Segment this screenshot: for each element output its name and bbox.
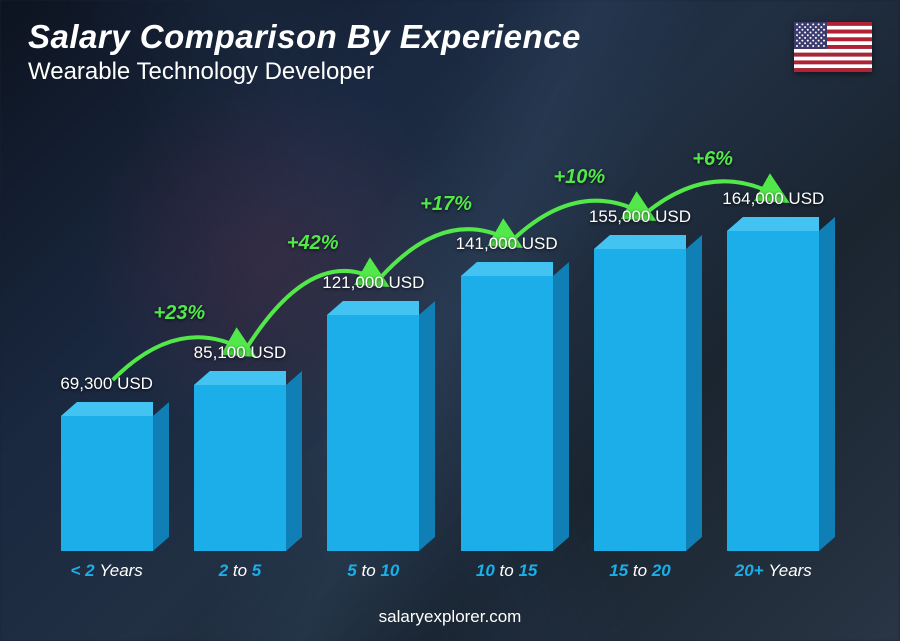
bar-side-face xyxy=(686,235,702,551)
bar-value-label: 164,000 USD xyxy=(722,189,824,209)
header: Salary Comparison By Experience Wearable… xyxy=(28,18,872,86)
bar-value-label: 85,100 USD xyxy=(194,343,287,363)
bar: 164,000 USD 20+ Years xyxy=(727,231,819,551)
bar-category-label: 10 to 15 xyxy=(476,561,537,581)
bar: 85,100 USD 2 to 5 xyxy=(194,385,286,551)
bar-top-face xyxy=(461,262,553,290)
bar: 155,000 USD 15 to 20 xyxy=(594,249,686,551)
page-title: Salary Comparison By Experience xyxy=(28,18,581,56)
bar-chart: +23%+42%+17%+10%+6% 69,300 USD < 2 Years xyxy=(40,120,840,581)
bar-category-label: < 2 Years xyxy=(70,561,142,581)
bar-top-face xyxy=(594,235,686,263)
bar-slot: 164,000 USD 20+ Years xyxy=(708,231,838,551)
footer-attribution: salaryexplorer.com xyxy=(0,607,900,627)
bar-side-face xyxy=(153,402,169,551)
us-flag-icon xyxy=(794,22,872,72)
bars-container: 69,300 USD < 2 Years 85,100 USD 2 to 5 xyxy=(40,90,840,551)
bar-slot: 85,100 USD 2 to 5 xyxy=(175,385,305,551)
bar-top-face xyxy=(61,402,153,430)
bar-side-face xyxy=(553,262,569,551)
bar-side-face xyxy=(819,217,835,551)
bar-value-label: 69,300 USD xyxy=(60,374,153,394)
bar-top-face xyxy=(194,371,286,399)
bar-value-label: 141,000 USD xyxy=(456,234,558,254)
bar: 121,000 USD 5 to 10 xyxy=(327,315,419,551)
bar-side-face xyxy=(286,371,302,551)
bar-slot: 69,300 USD < 2 Years xyxy=(42,416,172,551)
bar-category-label: 15 to 20 xyxy=(609,561,670,581)
bar: 69,300 USD < 2 Years xyxy=(61,416,153,551)
page-subtitle: Wearable Technology Developer xyxy=(28,58,581,86)
bar-top-face xyxy=(327,301,419,329)
bar-category-label: 2 to 5 xyxy=(219,561,262,581)
bar-category-label: 5 to 10 xyxy=(347,561,399,581)
bar-side-face xyxy=(419,301,435,551)
bar-slot: 141,000 USD 10 to 15 xyxy=(442,276,572,551)
bar: 141,000 USD 10 to 15 xyxy=(461,276,553,551)
bar-category-label: 20+ Years xyxy=(735,561,812,581)
bar-value-label: 121,000 USD xyxy=(322,273,424,293)
title-block: Salary Comparison By Experience Wearable… xyxy=(28,18,581,86)
bar-slot: 121,000 USD 5 to 10 xyxy=(308,315,438,551)
bar-top-face xyxy=(727,217,819,245)
bar-slot: 155,000 USD 15 to 20 xyxy=(575,249,705,551)
bar-value-label: 155,000 USD xyxy=(589,207,691,227)
